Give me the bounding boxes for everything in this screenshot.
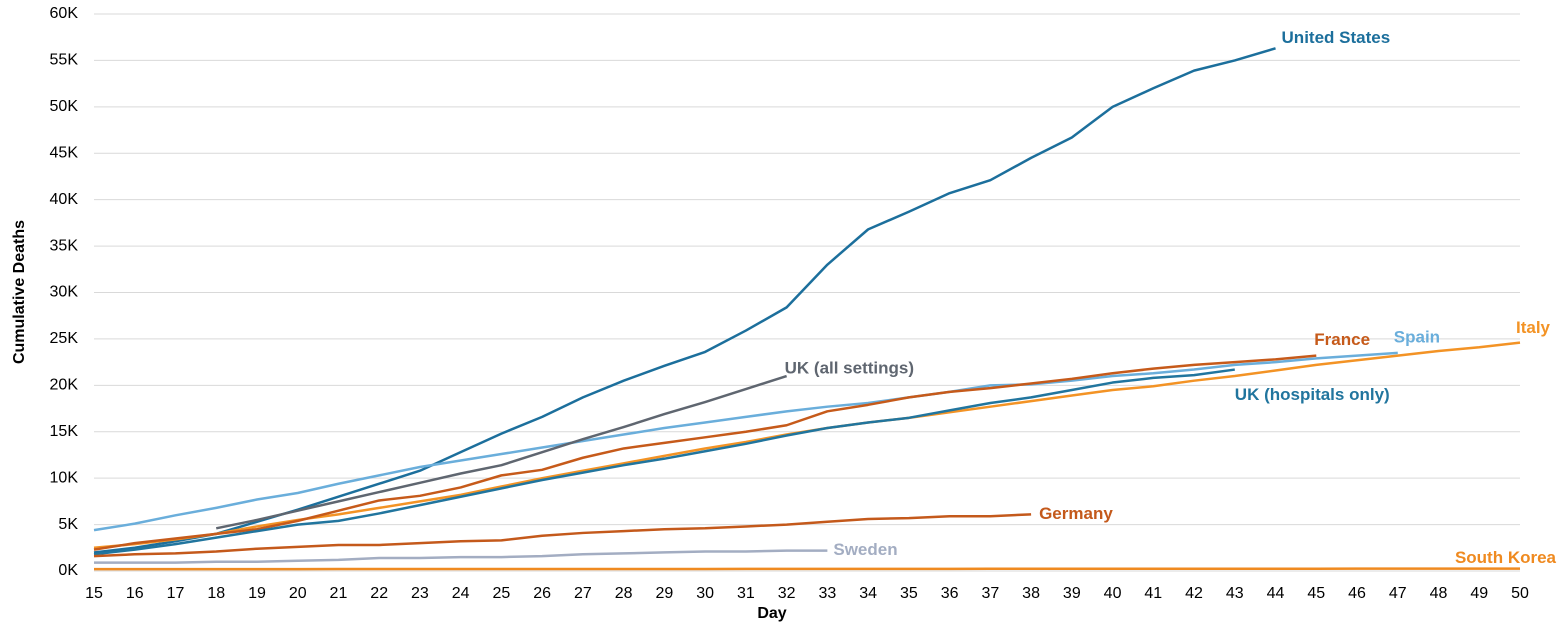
- x-tick-label: 47: [1389, 585, 1407, 602]
- y-tick-label: 15K: [50, 423, 79, 440]
- x-tick-label: 18: [207, 585, 225, 602]
- series-label: Spain: [1394, 327, 1440, 346]
- x-tick-label: 49: [1470, 585, 1488, 602]
- series-label: South Korea: [1455, 548, 1557, 567]
- x-tick-label: 39: [1063, 585, 1081, 602]
- y-tick-label: 60K: [50, 5, 79, 22]
- y-tick-label: 50K: [50, 98, 79, 115]
- x-tick-label: 32: [778, 585, 796, 602]
- y-tick-label: 45K: [50, 144, 79, 161]
- x-tick-label: 15: [85, 585, 103, 602]
- x-tick-label: 16: [126, 585, 144, 602]
- x-tick-label: 31: [737, 585, 755, 602]
- y-tick-label: 35K: [50, 237, 79, 254]
- y-tick-label: 25K: [50, 330, 79, 347]
- series-label: Germany: [1039, 504, 1113, 523]
- x-tick-label: 29: [656, 585, 674, 602]
- x-tick-label: 40: [1104, 585, 1122, 602]
- x-tick-label: 27: [574, 585, 592, 602]
- series-label: France: [1314, 330, 1370, 349]
- series-label: UK (hospitals only): [1235, 385, 1390, 404]
- y-tick-label: 40K: [50, 191, 79, 208]
- x-tick-label: 24: [452, 585, 470, 602]
- x-tick-label: 30: [696, 585, 714, 602]
- x-tick-label: 17: [167, 585, 185, 602]
- x-tick-label: 44: [1267, 585, 1285, 602]
- x-tick-label: 33: [818, 585, 836, 602]
- x-tick-label: 22: [370, 585, 388, 602]
- y-tick-label: 5K: [58, 516, 78, 533]
- x-tick-label: 46: [1348, 585, 1366, 602]
- y-tick-label: 30K: [50, 284, 79, 301]
- x-tick-label: 21: [330, 585, 348, 602]
- x-tick-label: 36: [941, 585, 959, 602]
- x-tick-label: 35: [900, 585, 918, 602]
- x-tick-label: 26: [533, 585, 551, 602]
- y-tick-label: 0K: [58, 562, 78, 579]
- y-tick-label: 10K: [50, 469, 79, 486]
- series-label: Sweden: [833, 540, 897, 559]
- x-tick-label: 34: [859, 585, 877, 602]
- x-tick-label: 37: [981, 585, 999, 602]
- series-line: [94, 48, 1276, 552]
- x-axis-title: Day: [757, 605, 786, 622]
- x-tick-label: 43: [1226, 585, 1244, 602]
- x-tick-label: 50: [1511, 585, 1529, 602]
- series-line: [94, 356, 1316, 550]
- series-label: UK (all settings): [785, 359, 914, 378]
- x-tick-label: 38: [1022, 585, 1040, 602]
- x-tick-label: 19: [248, 585, 266, 602]
- x-tick-label: 45: [1307, 585, 1325, 602]
- x-tick-label: 25: [493, 585, 511, 602]
- y-axis-title: Cumulative Deaths: [11, 220, 28, 364]
- x-tick-label: 42: [1185, 585, 1203, 602]
- x-tick-label: 48: [1430, 585, 1448, 602]
- x-tick-label: 41: [1144, 585, 1162, 602]
- y-tick-label: 55K: [50, 52, 79, 69]
- x-tick-label: 20: [289, 585, 307, 602]
- y-tick-label: 20K: [50, 377, 79, 394]
- x-tick-label: 23: [411, 585, 429, 602]
- x-tick-label: 28: [615, 585, 633, 602]
- series-label: Italy: [1516, 318, 1551, 337]
- series-label: United States: [1282, 28, 1391, 47]
